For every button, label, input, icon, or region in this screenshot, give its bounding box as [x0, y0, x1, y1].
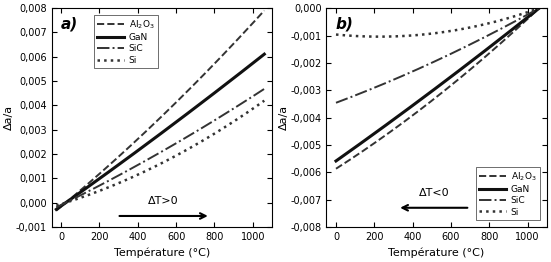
Si [63, 201, 70, 204]
GaN [530, 11, 537, 14]
SiC [154, 152, 161, 156]
Si [376, 35, 383, 38]
SiC [63, 200, 70, 204]
SiC [217, 115, 223, 118]
X-axis label: Température (°C): Température (°C) [114, 247, 210, 258]
SiC [149, 156, 155, 159]
Line: GaN: GaN [336, 8, 539, 161]
SiC [53, 206, 60, 209]
Line: SiC: SiC [56, 89, 264, 207]
Si [154, 164, 161, 167]
Line: Si: Si [56, 101, 264, 206]
SiC [343, 97, 350, 100]
SiC [431, 60, 438, 63]
Si [217, 129, 223, 132]
Text: ΔT>0: ΔT>0 [148, 196, 179, 206]
Al$_2$O$_3$ [530, 12, 537, 15]
SiC [426, 62, 433, 66]
Si [431, 32, 438, 35]
Text: ΔT<0: ΔT<0 [418, 188, 449, 198]
Al$_2$O$_3$ [154, 119, 161, 122]
Al$_2$O$_3$ [63, 200, 70, 203]
Al$_2$O$_3$ [530, 12, 537, 15]
Al$_2$O$_3$ [493, 46, 499, 49]
Si [53, 204, 60, 207]
Si [255, 103, 262, 106]
GaN [261, 53, 268, 56]
GaN [63, 200, 70, 204]
Al$_2$O$_3$ [426, 101, 433, 104]
Si [493, 20, 499, 23]
SiC [255, 91, 262, 94]
GaN [149, 139, 155, 142]
Line: Al$_2$O$_3$: Al$_2$O$_3$ [336, 8, 539, 169]
Al$_2$O$_3$ [149, 124, 155, 127]
Al$_2$O$_3$ [333, 167, 339, 170]
Al$_2$O$_3$ [53, 209, 60, 212]
GaN [493, 41, 499, 44]
SiC [261, 87, 268, 90]
Y-axis label: Δa/a: Δa/a [4, 105, 14, 130]
GaN [536, 7, 543, 10]
Al$_2$O$_3$ [217, 56, 223, 59]
GaN [333, 159, 339, 162]
Si [536, 7, 543, 10]
Al$_2$O$_3$ [261, 9, 268, 12]
GaN [426, 91, 433, 95]
GaN [53, 208, 60, 211]
GaN [255, 57, 262, 61]
Y-axis label: Δa/a: Δa/a [279, 105, 289, 130]
Text: b): b) [335, 17, 353, 32]
GaN [343, 152, 350, 155]
Al$_2$O$_3$ [431, 97, 438, 100]
Legend: Al$_2$O$_3$, GaN, SiC, Si: Al$_2$O$_3$, GaN, SiC, Si [476, 167, 540, 220]
Si [426, 32, 433, 35]
Al$_2$O$_3$ [255, 15, 262, 19]
Line: Al$_2$O$_3$: Al$_2$O$_3$ [56, 10, 264, 211]
Si [149, 166, 155, 170]
Al$_2$O$_3$ [536, 7, 543, 10]
GaN [255, 57, 262, 61]
SiC [255, 91, 262, 94]
Legend: Al$_2$O$_3$, GaN, SiC, Si: Al$_2$O$_3$, GaN, SiC, Si [94, 15, 158, 68]
SiC [530, 10, 537, 13]
GaN [154, 134, 161, 138]
Al$_2$O$_3$ [255, 16, 262, 19]
SiC [536, 7, 543, 10]
Si [530, 9, 537, 12]
SiC [493, 30, 499, 33]
Line: GaN: GaN [56, 54, 264, 209]
Al$_2$O$_3$ [343, 160, 350, 163]
GaN [431, 88, 438, 91]
GaN [530, 11, 537, 14]
Si [530, 9, 537, 12]
SiC [333, 101, 339, 104]
Si [333, 33, 339, 36]
X-axis label: Température (°C): Température (°C) [388, 247, 485, 258]
Text: a): a) [61, 17, 78, 32]
SiC [530, 10, 537, 13]
Si [261, 99, 268, 102]
Si [255, 103, 262, 107]
Line: Si: Si [336, 8, 539, 37]
Si [343, 34, 350, 37]
Line: SiC: SiC [336, 8, 539, 103]
GaN [217, 87, 223, 90]
